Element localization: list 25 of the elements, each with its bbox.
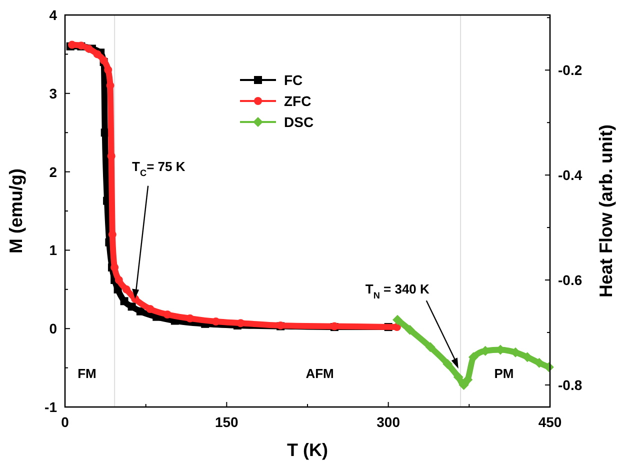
annotation: T$_{N}$ = 340 K <box>365 282 430 301</box>
y-tick-label: 4 <box>49 7 58 23</box>
annotation: T$_{C}$= 75 K <box>132 158 186 178</box>
x-tick-label: 300 <box>376 414 400 430</box>
y2-tick-label: -0.6 <box>558 272 582 288</box>
y2-tick-label: -0.8 <box>558 376 582 393</box>
annotation: PM <box>494 366 514 381</box>
x-tick-label: 150 <box>214 414 239 430</box>
annotation: AFM <box>306 366 334 381</box>
y-axis-title: M (emu/g) <box>6 168 26 254</box>
x-tick-label: 450 <box>538 414 562 430</box>
y-tick-label: 1 <box>49 242 58 258</box>
x-axis-title: T (K) <box>287 440 328 460</box>
annotation: FM <box>78 366 96 381</box>
y2-axis-title: Heat Flow (arb. unit) <box>596 124 616 298</box>
legend-label: FC <box>284 72 303 88</box>
y-tick-label: 2 <box>49 164 58 180</box>
y-tick-label: 0 <box>49 320 58 337</box>
y2-tick-label: -0.4 <box>558 167 582 184</box>
legend-label: ZFC <box>284 93 312 109</box>
x-tick-label: 0 <box>61 414 70 430</box>
legend-label: DSC <box>284 114 314 130</box>
y2-tick-label: -0.2 <box>558 62 582 78</box>
y-tick-label: -1 <box>44 399 58 415</box>
y-tick-label: 3 <box>49 85 58 102</box>
